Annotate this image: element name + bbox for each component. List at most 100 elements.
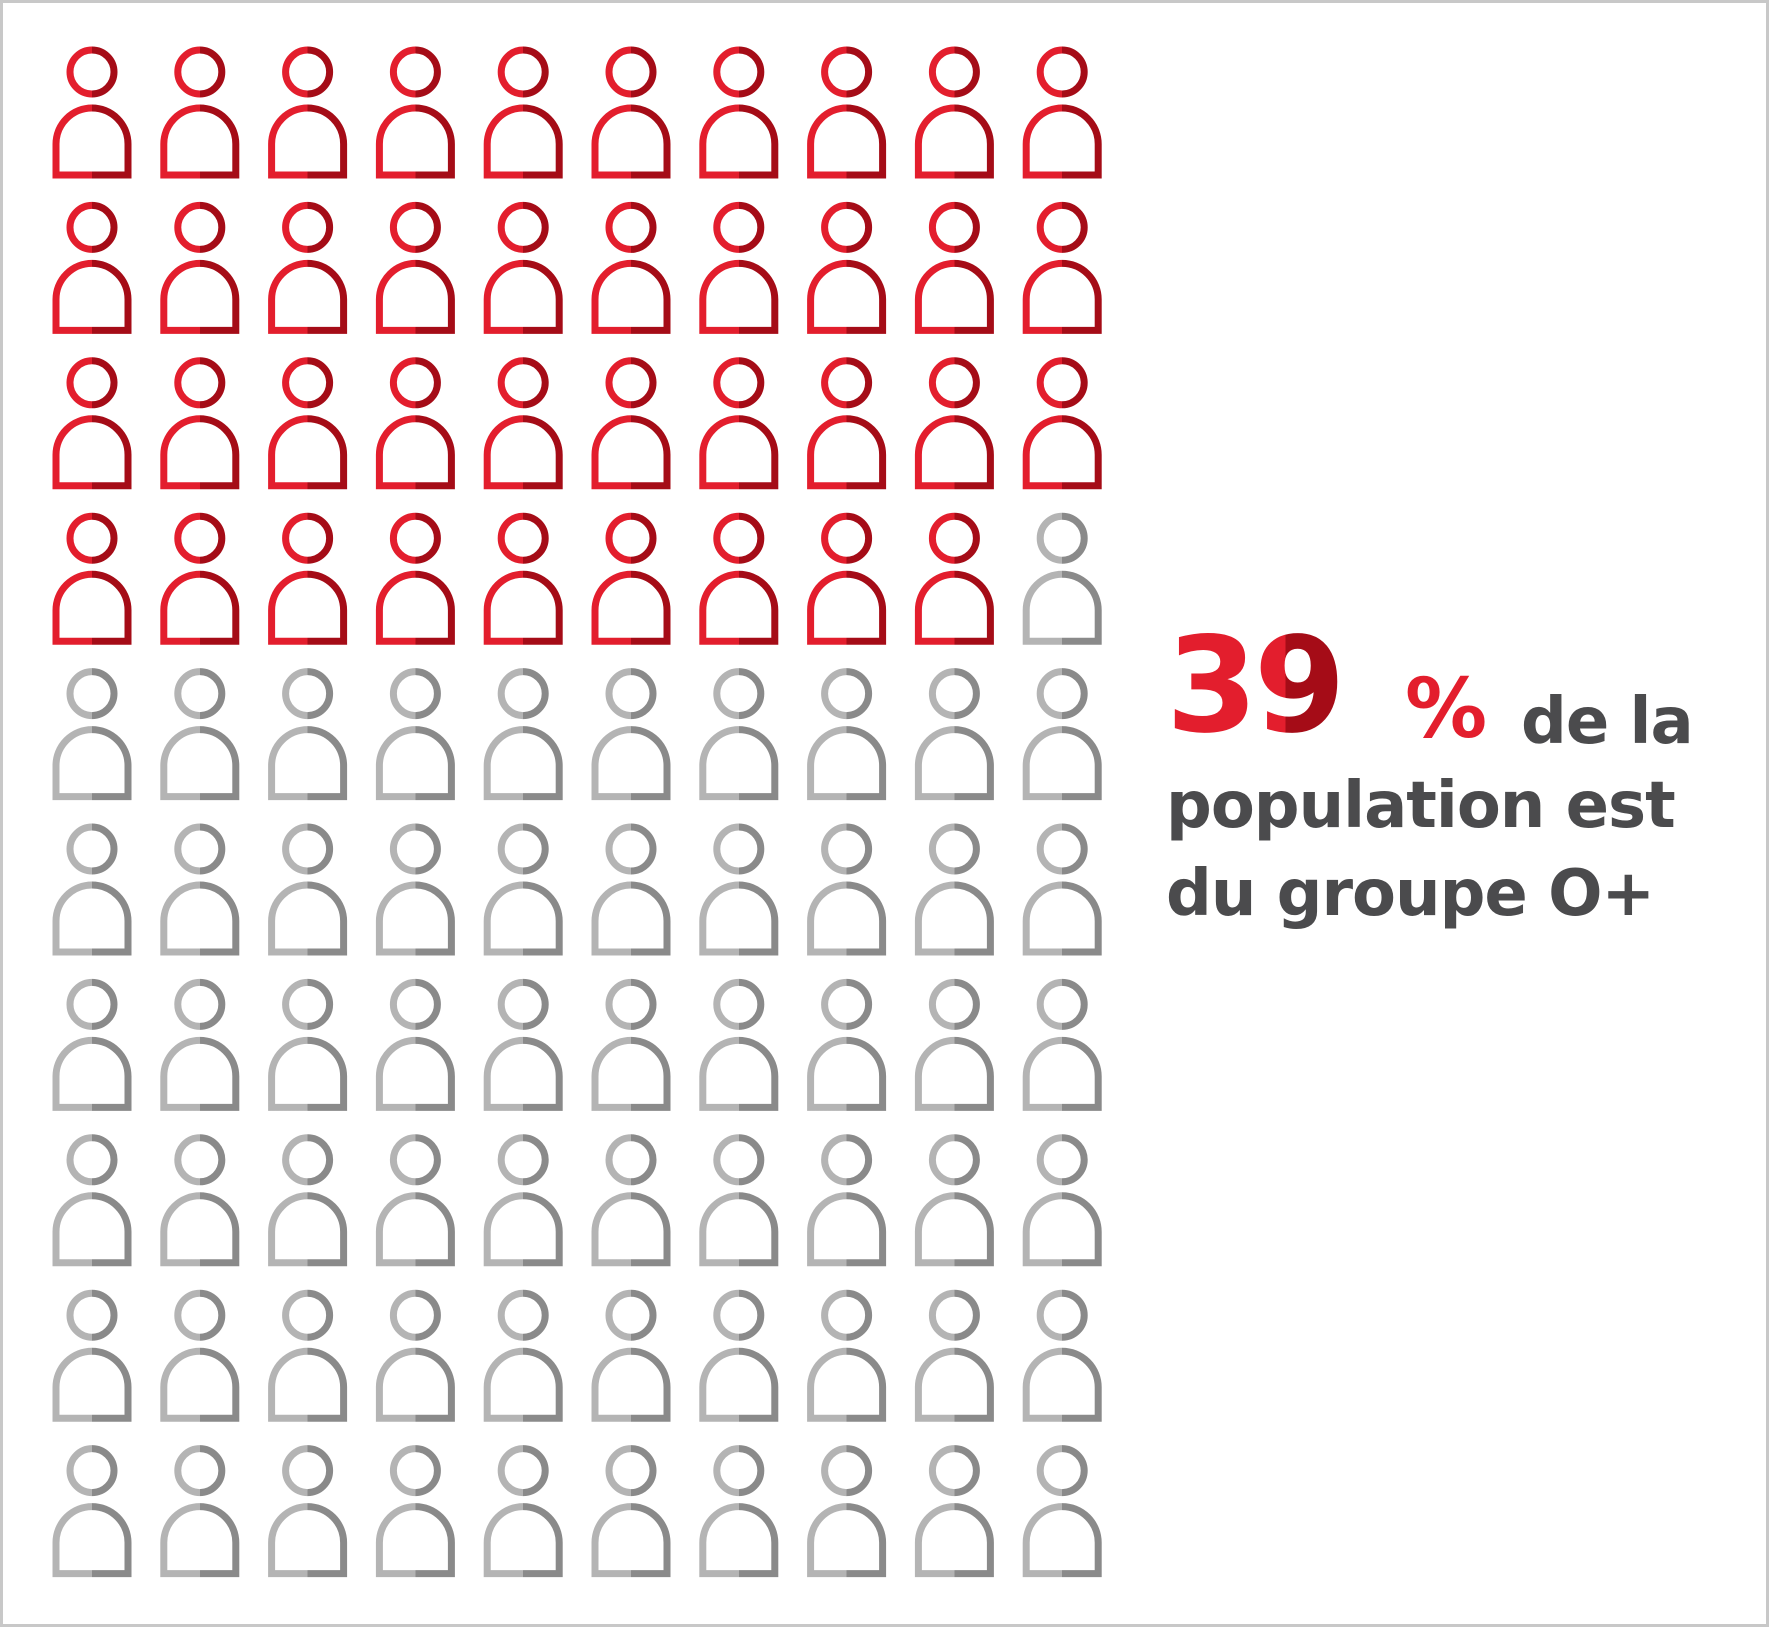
person-icon: [52, 978, 132, 1111]
person-icon: [591, 823, 671, 956]
person-head: [66, 823, 118, 875]
person-head: [389, 668, 441, 720]
person-head: [928, 512, 980, 564]
person-body: [807, 259, 887, 334]
person-head: [928, 357, 980, 409]
person-icon: [160, 668, 240, 801]
person-head: [497, 1134, 549, 1186]
person-head: [66, 357, 118, 409]
person-icon: [268, 823, 348, 956]
person-icon: [1022, 668, 1102, 801]
person-icon-highlighted: [52, 46, 132, 179]
person-body: [914, 1192, 994, 1267]
person-body: [914, 1347, 994, 1422]
person-icon: [52, 1289, 132, 1422]
person-body: [483, 1503, 563, 1578]
person-body: [268, 259, 348, 334]
person-icon-highlighted: [160, 46, 240, 179]
person-body: [591, 104, 671, 179]
person-body: [375, 415, 455, 490]
person-icon: [483, 668, 563, 801]
person-head: [174, 668, 226, 720]
person-icon: [591, 668, 671, 801]
person-body: [699, 415, 779, 490]
person-head: [821, 357, 873, 409]
person-icon-highlighted: [483, 201, 563, 334]
person-body: [483, 1036, 563, 1111]
person-body: [914, 259, 994, 334]
person-body: [160, 881, 240, 956]
person-head: [713, 668, 765, 720]
person-body: [375, 104, 455, 179]
person-body: [483, 570, 563, 645]
person-body: [483, 1347, 563, 1422]
person-icon-highlighted: [699, 357, 779, 490]
person-head: [389, 1289, 441, 1341]
person-body: [268, 104, 348, 179]
person-icon: [591, 1445, 671, 1578]
person-head: [713, 823, 765, 875]
person-icon-highlighted: [268, 46, 348, 179]
person-body: [52, 726, 132, 801]
person-head: [928, 668, 980, 720]
person-body: [807, 1192, 887, 1267]
person-icon: [1022, 978, 1102, 1111]
person-icon: [483, 1289, 563, 1422]
person-icon-highlighted: [807, 357, 887, 490]
person-head: [1036, 1289, 1088, 1341]
person-head: [497, 978, 549, 1030]
person-head: [497, 46, 549, 98]
person-body: [591, 881, 671, 956]
person-head: [928, 1445, 980, 1497]
person-head: [282, 201, 334, 253]
person-icon: [160, 1134, 240, 1267]
person-body: [375, 881, 455, 956]
person-head: [497, 1289, 549, 1341]
person-body: [52, 1503, 132, 1578]
person-body: [52, 570, 132, 645]
person-head: [66, 1445, 118, 1497]
person-body: [483, 881, 563, 956]
person-icon: [1022, 512, 1102, 645]
person-icon: [591, 978, 671, 1111]
person-icon: [268, 668, 348, 801]
person-icon: [914, 1134, 994, 1267]
person-icon: [807, 1289, 887, 1422]
person-body: [268, 570, 348, 645]
person-icon-highlighted: [699, 46, 779, 179]
person-icon: [268, 978, 348, 1111]
person-head: [605, 1445, 657, 1497]
person-head: [174, 46, 226, 98]
person-body: [52, 1036, 132, 1111]
person-head: [821, 1134, 873, 1186]
person-body: [807, 570, 887, 645]
person-body: [699, 1347, 779, 1422]
person-body: [1022, 1192, 1102, 1267]
person-head: [66, 668, 118, 720]
person-head: [1036, 1445, 1088, 1497]
pictogram-grid: [52, 46, 1102, 1578]
person-icon-highlighted: [807, 46, 887, 179]
person-head: [282, 823, 334, 875]
person-body: [807, 1347, 887, 1422]
person-body: [483, 415, 563, 490]
person-head: [713, 357, 765, 409]
person-icon: [699, 1445, 779, 1578]
person-head: [821, 46, 873, 98]
person-body: [160, 1503, 240, 1578]
person-body: [268, 1192, 348, 1267]
person-body: [160, 726, 240, 801]
person-icon: [1022, 1134, 1102, 1267]
person-icon: [591, 1289, 671, 1422]
person-head: [1036, 1134, 1088, 1186]
person-body: [591, 1192, 671, 1267]
person-body: [699, 726, 779, 801]
person-icon: [483, 1134, 563, 1267]
person-head: [389, 1445, 441, 1497]
person-head: [389, 357, 441, 409]
person-head: [1036, 357, 1088, 409]
person-head: [497, 1445, 549, 1497]
person-head: [605, 201, 657, 253]
person-head: [713, 978, 765, 1030]
person-head: [282, 46, 334, 98]
